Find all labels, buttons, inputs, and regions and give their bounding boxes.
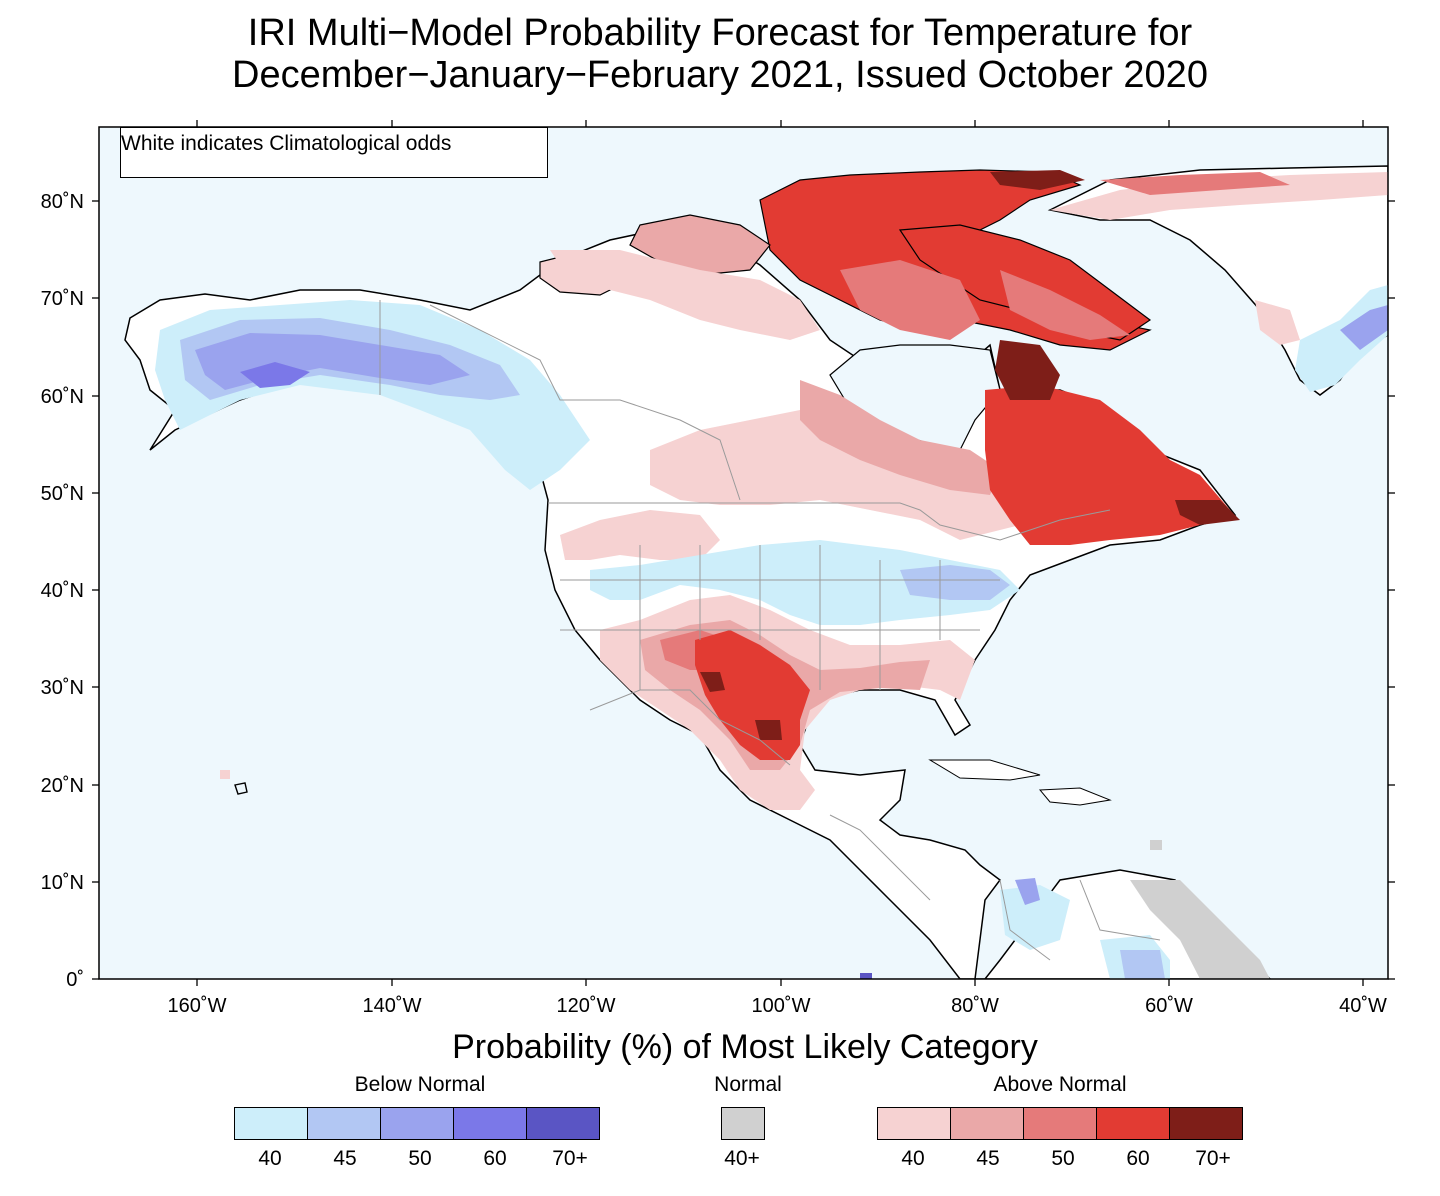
legend-swatch bbox=[1023, 1107, 1097, 1140]
climatology-note: White indicates Climatological odds bbox=[120, 127, 548, 178]
legend-tick-label: 60 bbox=[1126, 1147, 1150, 1170]
legend-normal-swatches bbox=[721, 1107, 765, 1141]
legend-swatch bbox=[307, 1107, 381, 1140]
legend-swatch bbox=[1169, 1107, 1243, 1140]
legend-above-normal-swatches bbox=[877, 1107, 1243, 1141]
map-frame bbox=[98, 126, 1389, 980]
map-title-line2: December−January−February 2021, Issued O… bbox=[232, 54, 1208, 96]
legend-tick-label: 40 bbox=[901, 1147, 925, 1170]
axis-labels: 80˚N 70˚N 60˚N 50˚N 40˚N 30˚N 20˚N 10˚N 0˚ 160˚W 1… bbox=[41, 191, 1387, 1017]
lon-tick-label: 80˚W bbox=[951, 995, 999, 1017]
legend-swatch bbox=[877, 1107, 951, 1140]
legend-tick-label: 45 bbox=[976, 1147, 1000, 1170]
legend-tick-label: 70+ bbox=[552, 1147, 588, 1170]
lat-tick-label: 70˚N bbox=[41, 288, 84, 310]
legend-swatch bbox=[234, 1107, 308, 1140]
lon-tick-label: 40˚W bbox=[1339, 995, 1387, 1017]
lon-tick-label: 160˚W bbox=[168, 995, 227, 1017]
legend-swatch bbox=[1096, 1107, 1170, 1140]
legend-swatch bbox=[526, 1107, 600, 1140]
lat-tick-label: 10˚N bbox=[41, 872, 84, 894]
lon-tick-label: 120˚W bbox=[557, 995, 616, 1017]
map-title-line1: IRI Multi−Model Probability Forecast for… bbox=[247, 12, 1193, 54]
greenland-land bbox=[1047, 165, 1388, 396]
lon-tick-label: 140˚W bbox=[363, 995, 422, 1017]
legend-below-normal-label: Below Normal bbox=[354, 1073, 486, 1096]
legend-swatch bbox=[721, 1107, 765, 1140]
legend-normal-label: Normal bbox=[714, 1073, 782, 1096]
victoria-island bbox=[629, 214, 771, 276]
lat-tick-label: 20˚N bbox=[41, 775, 84, 797]
legend-tick-label: 40 bbox=[258, 1147, 282, 1170]
legend-swatch bbox=[380, 1107, 454, 1140]
lon-tick-label: 100˚W bbox=[752, 995, 811, 1017]
legend-swatch bbox=[453, 1107, 527, 1140]
legend-swatch bbox=[950, 1107, 1024, 1140]
lat-tick-label: 80˚N bbox=[41, 191, 84, 213]
legend-tick-label: 45 bbox=[333, 1147, 357, 1170]
lat-tick-label: 60˚N bbox=[41, 386, 84, 408]
legend-tick-label: 70+ bbox=[1195, 1147, 1231, 1170]
legend-tick-label: 40+ bbox=[724, 1147, 760, 1170]
lat-tick-label: 30˚N bbox=[41, 677, 84, 699]
land-regions bbox=[124, 165, 1388, 979]
lat-tick-label: 50˚N bbox=[41, 483, 84, 505]
legend-below-normal-swatches bbox=[234, 1107, 600, 1141]
lon-tick-label: 60˚W bbox=[1145, 995, 1193, 1017]
lat-tick-label: 40˚N bbox=[41, 580, 84, 602]
political-borders bbox=[379, 300, 1161, 961]
legend-above-normal-label: Above Normal bbox=[993, 1073, 1127, 1096]
axis-ticks bbox=[92, 120, 1395, 986]
legend-title: Probability (%) of Most Likely Category bbox=[452, 1028, 1038, 1066]
legend-tick-label: 50 bbox=[408, 1147, 432, 1170]
lat-tick-label: 0˚ bbox=[66, 969, 84, 991]
legend-tick-label: 60 bbox=[483, 1147, 507, 1170]
legend-tick-label: 50 bbox=[1051, 1147, 1075, 1170]
